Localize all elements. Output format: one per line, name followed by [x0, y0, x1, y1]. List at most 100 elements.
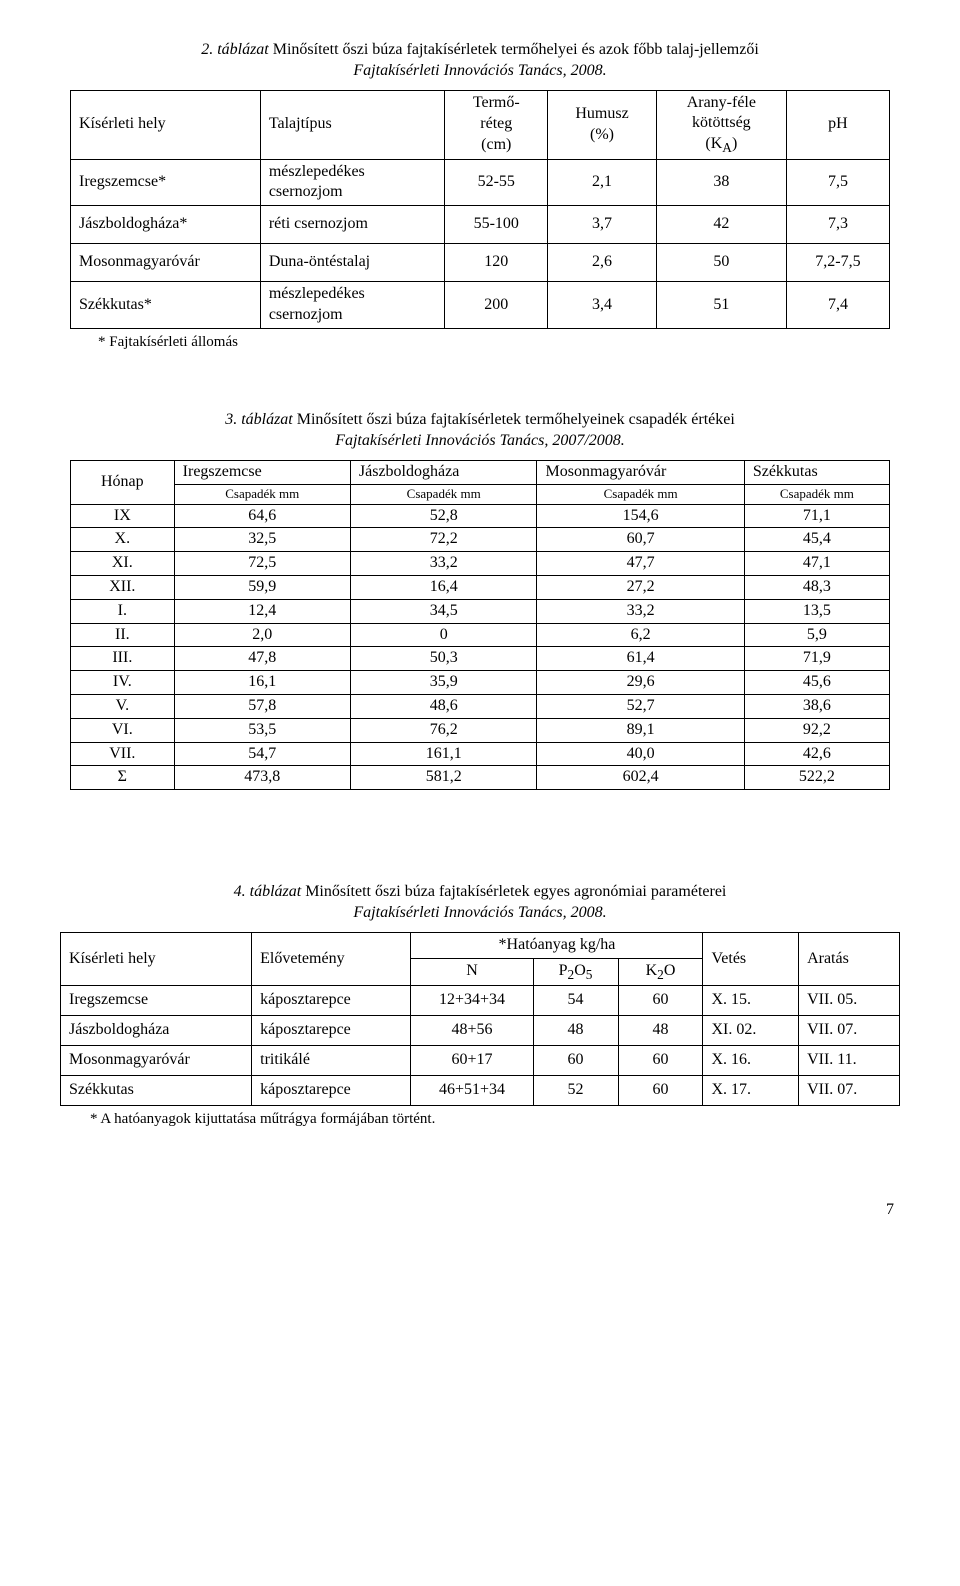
table3-h-k: K2O	[618, 958, 703, 986]
table-cell: 45,6	[744, 671, 889, 695]
table-cell: 52,7	[537, 695, 744, 719]
table1-h-layer: Termő- réteg (cm)	[445, 90, 548, 159]
table1-caption-line2: Fajtakísérleti Innovációs Tanács, 2008.	[60, 61, 900, 82]
table-cell: III.	[71, 647, 175, 671]
page-number: 7	[60, 1200, 900, 1221]
table-cell: Jászboldogháza	[61, 1016, 252, 1046]
table-cell: 46+51+34	[411, 1076, 533, 1106]
table-cell: 59,9	[174, 576, 350, 600]
table-cell: VII. 07.	[799, 1076, 900, 1106]
table3-caption-line2: Fajtakísérleti Innovációs Tanács, 2008.	[60, 903, 900, 924]
table-cell: 6,2	[537, 623, 744, 647]
table-cell: IV.	[71, 671, 175, 695]
table-cell: I.	[71, 599, 175, 623]
table3-header-row1: Kísérleti hely Elővetemény *Hatóanyag kg…	[61, 932, 900, 958]
table-row: V.57,848,652,738,6	[71, 695, 890, 719]
table-cell: 48+56	[411, 1016, 533, 1046]
table-cell: 602,4	[537, 766, 744, 790]
table3-caption-num: 4. táblázat	[234, 883, 302, 900]
table-cell: 34,5	[350, 599, 537, 623]
table-cell: X.	[71, 528, 175, 552]
table-cell: 48,6	[350, 695, 537, 719]
table3-footnote: * A hatóanyagok kijuttatása műtrágya for…	[90, 1110, 900, 1130]
table-row: VII.54,7161,140,042,6	[71, 742, 890, 766]
table-cell: káposztarepce	[252, 1076, 411, 1106]
table-cell: 64,6	[174, 504, 350, 528]
table-cell: 54,7	[174, 742, 350, 766]
table-cell: 33,2	[537, 599, 744, 623]
table-cell: 60	[533, 1046, 618, 1076]
table-row: XI.72,533,247,747,1	[71, 552, 890, 576]
table-cell: 60+17	[411, 1046, 533, 1076]
table-cell: 45,4	[744, 528, 889, 552]
table-row: Jászboldogházakáposztarepce48+564848XI. …	[61, 1016, 900, 1046]
table1-header-row: Kísérleti hely Talajtípus Termő- réteg (…	[71, 90, 890, 159]
table1: Kísérleti hely Talajtípus Termő- réteg (…	[70, 90, 890, 329]
table2-h-c1: Iregszemcse	[174, 460, 350, 484]
table-row: III.47,850,361,471,9	[71, 647, 890, 671]
table-cell: 57,8	[174, 695, 350, 719]
table-cell: 473,8	[174, 766, 350, 790]
table2: Hónap Iregszemcse Jászboldogháza Mosonma…	[70, 460, 890, 790]
table3-h-site: Kísérleti hely	[61, 932, 252, 985]
table-cell: 161,1	[350, 742, 537, 766]
table-cell: VII. 11.	[799, 1046, 900, 1076]
table-cell: 33,2	[350, 552, 537, 576]
table2-caption-line2: Fajtakísérleti Innovációs Tanács, 2007/2…	[60, 431, 900, 452]
table2-header-row1: Hónap Iregszemcse Jászboldogháza Mosonma…	[71, 460, 890, 484]
table-cell: 52	[533, 1076, 618, 1106]
table1-caption-num: 2. táblázat	[201, 41, 269, 58]
table-cell: VII.	[71, 742, 175, 766]
table-cell: 60	[618, 986, 703, 1016]
table-cell: IX	[71, 504, 175, 528]
table3-h-sow: Vetés	[703, 932, 799, 985]
table-cell: 92,2	[744, 718, 889, 742]
table-row: I.12,434,533,213,5	[71, 599, 890, 623]
table-cell: VI.	[71, 718, 175, 742]
table-cell: 154,6	[537, 504, 744, 528]
table-cell: 27,2	[537, 576, 744, 600]
table-cell: Székkutas	[61, 1076, 252, 1106]
table-cell: 35,9	[350, 671, 537, 695]
table-cell: Iregszemcse	[61, 986, 252, 1016]
table-row: Iregszemcse* mészlepedékes csernozjom 52…	[71, 159, 890, 206]
table-cell: 47,8	[174, 647, 350, 671]
table-row: Jászboldogháza* réti csernozjom 55-100 3…	[71, 206, 890, 244]
table-cell: 60	[618, 1076, 703, 1106]
table3-h-harvest: Aratás	[799, 932, 900, 985]
table-row: X.32,572,260,745,4	[71, 528, 890, 552]
table-cell: 12+34+34	[411, 986, 533, 1016]
table-cell: XII.	[71, 576, 175, 600]
table-cell: 50,3	[350, 647, 537, 671]
table3-h-top: *Hatóanyag kg/ha	[411, 932, 703, 958]
table-cell: 13,5	[744, 599, 889, 623]
table-cell: 72,2	[350, 528, 537, 552]
table-cell: 47,1	[744, 552, 889, 576]
table-row: Mosonmagyaróvár Duna-öntéstalaj 120 2,6 …	[71, 244, 890, 282]
table2-h-month: Hónap	[71, 460, 175, 504]
table-cell: 40,0	[537, 742, 744, 766]
table-cell: 47,7	[537, 552, 744, 576]
table-cell: 76,2	[350, 718, 537, 742]
table-cell: 0	[350, 623, 537, 647]
table-cell: 72,5	[174, 552, 350, 576]
table-cell: 16,1	[174, 671, 350, 695]
table2-h-c4: Székkutas	[744, 460, 889, 484]
table-cell: 60,7	[537, 528, 744, 552]
table-cell: 52,8	[350, 504, 537, 528]
table-cell: 2,0	[174, 623, 350, 647]
table-cell: 16,4	[350, 576, 537, 600]
table-cell: VII. 07.	[799, 1016, 900, 1046]
table2-h-c2: Jászboldogháza	[350, 460, 537, 484]
table-cell: 29,6	[537, 671, 744, 695]
table-cell: 38,6	[744, 695, 889, 719]
table-cell: 48	[533, 1016, 618, 1046]
table-cell: 12,4	[174, 599, 350, 623]
table-cell: II.	[71, 623, 175, 647]
table-cell: XI. 02.	[703, 1016, 799, 1046]
table-cell: 71,9	[744, 647, 889, 671]
table-cell: 42,6	[744, 742, 889, 766]
table2-header-row2: Csapadék mm Csapadék mm Csapadék mm Csap…	[71, 484, 890, 504]
table-row: VI.53,576,289,192,2	[71, 718, 890, 742]
table-row: Mosonmagyaróvártritikálé60+176060X. 16.V…	[61, 1046, 900, 1076]
